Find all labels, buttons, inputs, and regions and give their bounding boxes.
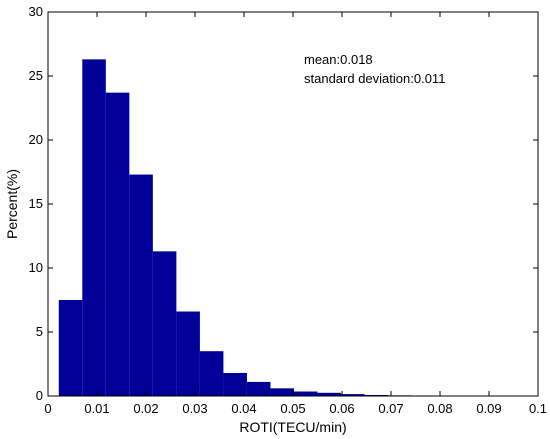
x-tick-label-3: 0.03 [182,401,207,416]
y-tick-label-5: 25 [29,68,43,83]
histogram-bar-11 [317,392,342,396]
x-tick-label-9: 0.09 [476,401,501,416]
x-tick-label-2: 0.02 [133,401,158,416]
x-tick-label-4: 0.04 [231,401,256,416]
y-tick-label-4: 20 [29,132,43,147]
x-tick-label-7: 0.07 [378,401,403,416]
y-tick-label-2: 10 [29,260,43,275]
histogram-bars [58,59,530,397]
histogram-bar-5 [176,311,200,396]
x-tick-label-6: 0.06 [329,401,354,416]
x-tick-label-10: 0.1 [529,401,547,416]
x-tick-label-1: 0.01 [84,401,109,416]
x-tick-label-5: 0.05 [280,401,305,416]
x-axis-title: ROTI(TECU/min) [239,419,346,435]
y-tick-label-1: 5 [36,324,43,339]
histogram-bar-0 [58,300,83,396]
histogram-bar-9 [270,388,294,396]
mean-annotation: mean:0.018 [304,52,373,67]
histogram-bar-10 [293,391,318,396]
std-annotation: standard deviation:0.011 [304,71,445,86]
histogram-bar-13 [364,394,389,396]
histogram-bar-12 [341,394,365,396]
histogram-bar-2 [105,92,130,396]
x-tick-label-0: 0 [44,401,51,416]
y-tick-label-3: 15 [29,196,43,211]
histogram-bar-7 [223,372,247,396]
histogram-bar-3 [129,174,153,396]
histogram-bar-6 [199,351,224,396]
histogram-bar-4 [152,251,177,396]
histogram-bar-8 [246,381,271,396]
histogram-bar-1 [82,59,106,397]
y-axis-title: Percent(%) [4,169,20,239]
y-axis-ticks: 0 5 10 15 20 25 30 [29,4,538,403]
x-tick-label-8: 0.08 [427,401,452,416]
y-tick-label-0: 0 [36,388,43,403]
y-tick-label-6: 30 [29,4,43,19]
plot-frame [47,11,539,397]
